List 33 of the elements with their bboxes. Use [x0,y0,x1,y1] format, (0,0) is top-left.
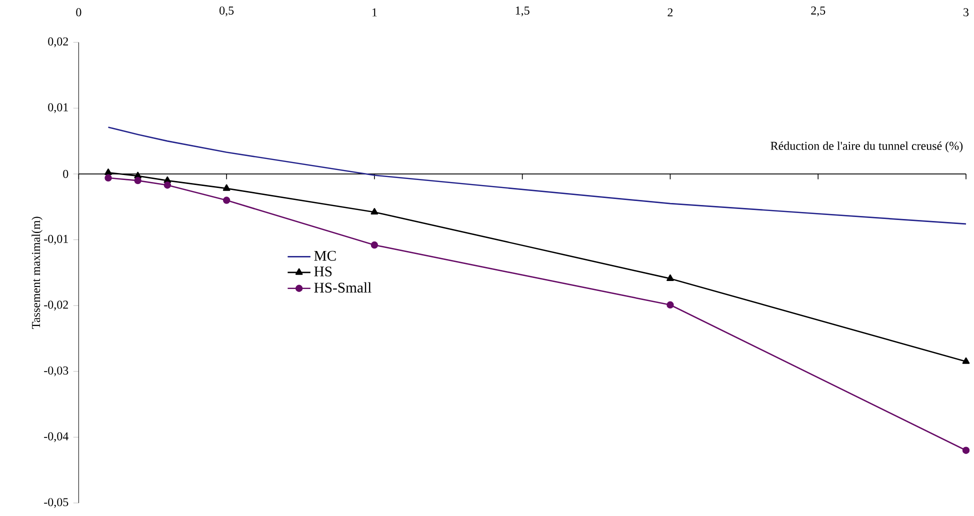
point [222,196,230,204]
y-tick-label: 0,02 [48,37,68,48]
x-tick-label: 3 [964,8,969,16]
point [962,446,970,454]
y-tick-label: -0,03 [44,366,68,376]
y-tick-label: -0,02 [44,300,68,310]
x-tick-label: 1 [372,8,377,16]
y-tick-label: 0 [63,170,68,178]
point [134,176,142,184]
point [164,182,172,189]
point [222,184,230,191]
point [370,208,378,215]
x-tick-label: 0,5 [220,6,234,16]
point [666,301,674,309]
x-axis-title: Réduction de l'aire du tunnel creusé (%) [770,141,963,152]
y-tick-label: -0,05 [44,498,68,508]
point [962,357,970,364]
line-series [108,126,967,225]
x-tick-label: 2 [668,8,673,16]
y-axis-title: Tassement maximal(m) [32,216,42,329]
x-tick-label: 0 [76,8,82,16]
y-tick-label: 0,01 [48,103,68,114]
point [104,174,112,182]
legend-label: HS-Small [314,282,372,293]
x-tick-label: 1,5 [516,6,530,16]
point [666,274,674,281]
point [370,241,378,249]
legend-label: HS [314,266,332,276]
y-tick-label: -0,04 [44,432,68,442]
y-tick-label: -0,01 [44,234,68,245]
legend-label: MC [314,250,336,261]
x-tick-label: 2,5 [811,6,826,16]
point [104,168,112,176]
